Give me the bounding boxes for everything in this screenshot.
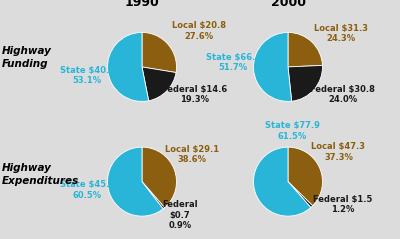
Wedge shape: [254, 147, 311, 216]
Text: State $45.6
60.5%: State $45.6 60.5%: [60, 180, 115, 200]
Wedge shape: [288, 182, 313, 207]
Text: Local $31.3
24.3%: Local $31.3 24.3%: [314, 24, 368, 43]
Wedge shape: [108, 147, 163, 216]
Wedge shape: [288, 65, 322, 101]
Wedge shape: [142, 147, 176, 208]
Text: Local $47.3
37.3%: Local $47.3 37.3%: [312, 142, 366, 162]
Wedge shape: [142, 182, 165, 209]
Text: Federal $14.6
19.3%: Federal $14.6 19.3%: [162, 85, 227, 104]
Wedge shape: [254, 33, 292, 101]
Text: Local $20.8
27.6%: Local $20.8 27.6%: [172, 22, 226, 41]
Wedge shape: [288, 33, 322, 67]
Text: Federal
$0.7
0.9%: Federal $0.7 0.9%: [162, 200, 198, 230]
Wedge shape: [142, 33, 176, 72]
Text: State $66.4
51.7%: State $66.4 51.7%: [206, 53, 261, 72]
Text: Federal $30.8
24.0%: Federal $30.8 24.0%: [310, 85, 375, 104]
Wedge shape: [108, 33, 149, 101]
Text: Highway
Expenditures: Highway Expenditures: [2, 163, 79, 186]
Text: State $77.9
61.5%: State $77.9 61.5%: [265, 121, 320, 141]
Text: Highway
Funding: Highway Funding: [2, 46, 52, 69]
Wedge shape: [142, 67, 176, 101]
Text: Federal $1.5
1.2%: Federal $1.5 1.2%: [313, 195, 372, 214]
Title: 1990: 1990: [125, 0, 159, 9]
Text: Local $29.1
38.6%: Local $29.1 38.6%: [166, 145, 220, 164]
Title: 2000: 2000: [270, 0, 306, 9]
Text: State $40.0
53.1%: State $40.0 53.1%: [60, 66, 115, 85]
Wedge shape: [288, 147, 322, 206]
